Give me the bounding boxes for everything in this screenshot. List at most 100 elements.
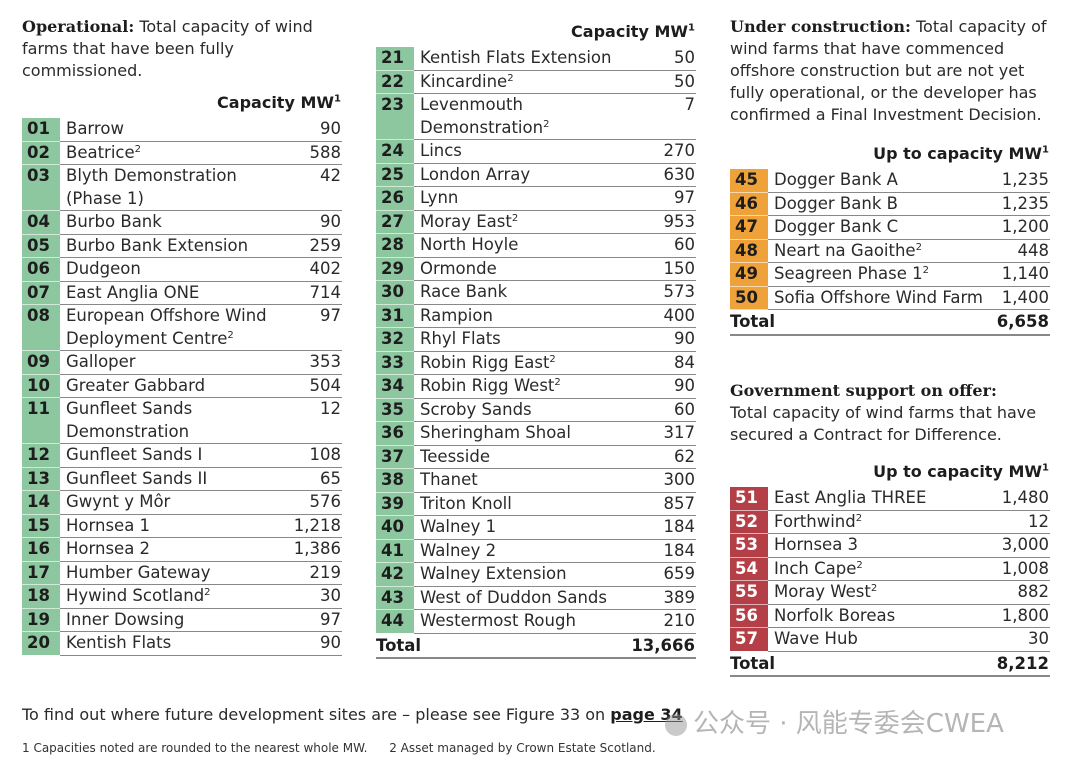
site-number: 27 <box>376 210 414 234</box>
site-capacity: 97 <box>293 608 342 632</box>
construction-desc: Total capacity of wind farms that have c… <box>730 17 1047 124</box>
table-row: 08 European Offshore Wind Deployment Cent… <box>22 304 342 351</box>
site-name: Hornsea 3 <box>774 535 859 554</box>
watermark-text: 公众号 · 风能专委会CWEA <box>693 709 1004 739</box>
site-name: Thanet <box>420 470 478 489</box>
site-name: Robin Rigg West <box>420 376 555 395</box>
site-name: Hornsea 2 <box>66 539 151 558</box>
site-number: 36 <box>376 421 414 446</box>
site-name: Teesside <box>420 446 490 466</box>
site-capacity: 90 <box>293 210 342 235</box>
site-name-cell: Galloper <box>60 350 294 375</box>
site-name: Race Bank <box>420 282 508 301</box>
site-name-cell: Kincardine2 <box>414 70 632 94</box>
site-name-cell: Thanet <box>414 468 632 493</box>
site-number: 55 <box>730 580 768 605</box>
site-name-cell: Westermost Rough <box>414 609 632 634</box>
site-number: 21 <box>376 47 414 71</box>
site-name: Walney 1 <box>420 517 497 536</box>
site-capacity: 90 <box>631 327 696 352</box>
site-capacity: 1,800 <box>979 604 1050 628</box>
site-capacity: 1,200 <box>994 215 1050 240</box>
table-row: 48 Neart na Gaoithe2 448 <box>730 239 1050 263</box>
site-number: 26 <box>376 186 414 211</box>
site-capacity: 400 <box>631 304 696 328</box>
table-row: 52 Forthwind2 12 <box>730 510 1050 534</box>
site-number: 48 <box>730 239 768 263</box>
site-name: Walney Extension <box>420 564 567 583</box>
site-capacity: 184 <box>631 515 696 540</box>
site-name: Rhyl Flats <box>420 329 501 348</box>
table-row: 19 Inner Dowsing 97 <box>22 608 342 632</box>
table-row: 49 Seagreen Phase 12 1,140 <box>730 262 1050 287</box>
table-row: 35 Scroby Sands 60 <box>376 398 696 422</box>
table-row: 43 West of Duddon Sands 389 <box>376 586 696 610</box>
site-number: 32 <box>376 327 414 352</box>
site-capacity: 588 <box>293 141 342 165</box>
page-link[interactable]: page 34 <box>610 705 683 724</box>
footnote-marker: 2 <box>543 118 550 130</box>
table-row: 06 Dudgeon 402 <box>22 257 342 282</box>
table-row: 44 Westermost Rough 210 <box>376 609 696 634</box>
site-name-cell: Race Bank <box>414 280 632 305</box>
site-name-cell: Burbo Bank <box>60 210 294 235</box>
site-name-cell: Rhyl Flats <box>414 327 632 352</box>
site-capacity: 317 <box>631 421 696 446</box>
table-row: 33 Robin Rigg East2 84 <box>376 351 696 375</box>
site-number: 57 <box>730 627 768 652</box>
site-number: 09 <box>22 350 60 375</box>
site-name: European Offshore Wind Deployment Centre <box>66 306 267 348</box>
table-row: 13 Gunfleet Sands II 65 <box>22 467 342 491</box>
table-row: 23 Levenmouth Demonstration2 7 <box>376 93 696 140</box>
site-number: 41 <box>376 539 414 563</box>
footnote-marker: 2 <box>227 329 234 341</box>
site-number: 28 <box>376 233 414 258</box>
site-name: Kincardine <box>420 71 508 91</box>
table-row: 10 Greater Gabbard 504 <box>22 374 342 398</box>
construction-heading: Under construction: <box>730 17 911 36</box>
site-number: 42 <box>376 562 414 587</box>
footnote-marker: 2 <box>870 583 878 594</box>
site-number: 18 <box>22 584 60 609</box>
site-capacity: 389 <box>631 586 696 610</box>
total-label: Total <box>376 633 632 659</box>
site-capacity: 12 <box>293 397 342 444</box>
site-number: 05 <box>22 234 60 258</box>
table-row: 21 Kentish Flats Extension 50 <box>376 47 696 71</box>
site-name: Triton Knoll <box>420 493 512 513</box>
table-row: 38 Thanet 300 <box>376 468 696 493</box>
site-number: 52 <box>730 510 768 534</box>
site-number: 54 <box>730 557 768 581</box>
table-row: 14 Gwynt y Môr 576 <box>22 490 342 515</box>
site-capacity: 210 <box>631 609 696 634</box>
construction-intro: Under construction: Total capacity of wi… <box>730 16 1050 126</box>
site-capacity: 42 <box>293 164 342 211</box>
site-number: 22 <box>376 70 414 94</box>
site-number: 23 <box>376 93 414 140</box>
site-name-cell: Inner Dowsing <box>60 608 294 632</box>
site-capacity: 353 <box>293 350 342 375</box>
site-capacity: 97 <box>293 304 342 351</box>
site-capacity: 1,386 <box>293 537 342 562</box>
site-name-cell: Sofia Offshore Wind Farm <box>768 286 995 310</box>
site-name-cell: Moray East2 <box>414 210 632 234</box>
government-desc: Total capacity of wind farms that have s… <box>730 403 1037 444</box>
site-number: 15 <box>22 514 60 538</box>
site-name-cell: Lynn <box>414 186 632 211</box>
site-capacity: 1,008 <box>979 557 1050 581</box>
footnote-1: 1 Capacities noted are rounded to the ne… <box>22 741 368 755</box>
government-heading: Government support on offer: <box>730 381 997 400</box>
site-number: 08 <box>22 304 60 351</box>
site-name: Gunfleet Sands II <box>66 468 208 488</box>
site-name: Inch Cape <box>774 558 857 578</box>
site-number: 33 <box>376 351 414 375</box>
table-row: 12 Gunfleet Sands I 108 <box>22 443 342 468</box>
table-row: 45 Dogger Bank A 1,235 <box>730 169 1050 193</box>
site-number: 38 <box>376 468 414 493</box>
site-name: Dudgeon <box>66 259 141 278</box>
site-capacity: 50 <box>631 70 696 94</box>
table-row: 32 Rhyl Flats 90 <box>376 327 696 352</box>
site-name-cell: Kentish Flats <box>60 631 294 656</box>
site-number: 20 <box>22 631 60 656</box>
table-row: 57 Wave Hub 30 <box>730 627 1050 652</box>
